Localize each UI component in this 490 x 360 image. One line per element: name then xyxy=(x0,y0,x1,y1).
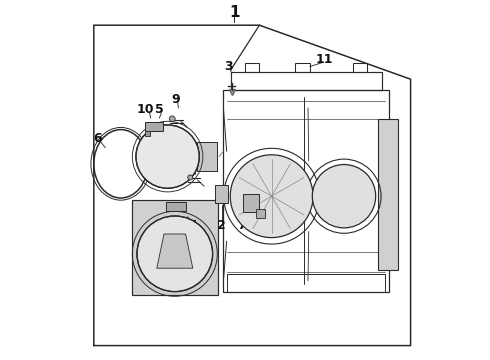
Text: 2: 2 xyxy=(217,219,226,231)
Text: 11: 11 xyxy=(316,53,333,66)
Text: 7: 7 xyxy=(237,219,246,231)
Bar xyxy=(243,194,259,212)
Bar xyxy=(295,63,310,72)
Bar xyxy=(145,131,149,136)
Text: 3: 3 xyxy=(224,60,233,73)
Bar xyxy=(197,142,217,171)
Text: 4: 4 xyxy=(189,219,197,231)
Bar xyxy=(256,209,265,218)
Text: 1: 1 xyxy=(229,5,240,20)
Text: 9: 9 xyxy=(172,93,180,105)
Polygon shape xyxy=(157,234,193,268)
Bar xyxy=(166,202,186,211)
Text: 6: 6 xyxy=(93,132,102,145)
Bar xyxy=(132,200,218,295)
Circle shape xyxy=(137,216,213,292)
Bar xyxy=(145,122,163,131)
Circle shape xyxy=(136,125,199,188)
Circle shape xyxy=(230,155,313,238)
Bar xyxy=(353,63,368,72)
Bar xyxy=(216,185,228,203)
Text: 5: 5 xyxy=(155,103,164,116)
Circle shape xyxy=(170,116,175,122)
Bar xyxy=(223,90,389,292)
Bar xyxy=(231,72,382,90)
Bar xyxy=(245,63,259,72)
Circle shape xyxy=(188,175,193,180)
Bar xyxy=(378,119,398,270)
Text: 10: 10 xyxy=(137,103,154,116)
Circle shape xyxy=(312,165,376,228)
Text: 8: 8 xyxy=(190,159,198,172)
Bar xyxy=(227,274,386,292)
